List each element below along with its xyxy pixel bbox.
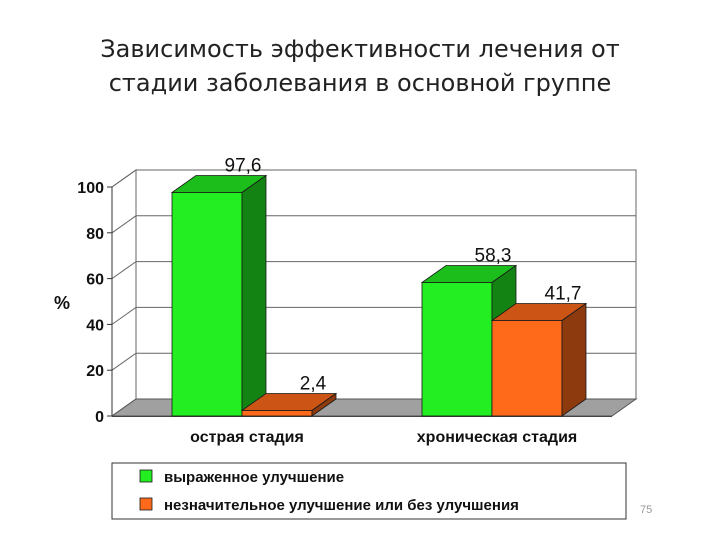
legend-label: незначительное улучшение или без улучшен… [164,497,519,514]
legend-swatch [139,469,153,483]
y-tick-label: 100 [77,180,104,197]
bar-0-0 [170,174,268,417]
y-tick-label: 20 [86,363,104,380]
y-axis-label: % [54,293,70,313]
legend-box [111,462,627,520]
bar-1-1 [490,302,588,417]
data-label: 97,6 [225,155,262,176]
bar-front [421,282,493,417]
chart-labels: острая стадия 97,6 2,4 хроническая стадия 58… [190,155,581,446]
x-category-label: хроническая стадия [417,429,577,446]
bar-0-1 [240,392,338,417]
slide-title-line-1: Зависимость эффективности лечения от [100,35,620,63]
y-tick-label: 60 [86,272,104,289]
bar-side [311,392,337,417]
bar-side [561,302,587,417]
data-label: 58,3 [475,245,512,266]
data-label: 41,7 [545,284,582,305]
y-tick-label: 40 [86,317,104,334]
chart-side-wall [111,169,137,417]
bar-front [491,320,563,417]
chart-legend: выраженное улучшение незначительное улучш… [111,462,627,520]
gridline [111,215,636,234]
chart-bars [170,174,588,417]
y-tick-label: 80 [86,226,104,243]
slide-title: Зависимость эффективности лечения от ста… [40,32,680,100]
gridline [111,261,636,280]
page-number: 75 [640,504,653,516]
gridline [111,169,636,188]
bar-front [241,410,313,417]
data-label: 2,4 [300,374,327,395]
y-tick-label: 0 [95,409,104,426]
bar-front [171,192,243,417]
legend-label: выраженное улучшение [164,469,344,486]
bar-side [241,174,267,417]
x-category-label: острая стадия [190,429,304,446]
legend-swatch [139,497,153,511]
slide-title-line-2: стадии заболевания в основной группе [108,69,612,97]
